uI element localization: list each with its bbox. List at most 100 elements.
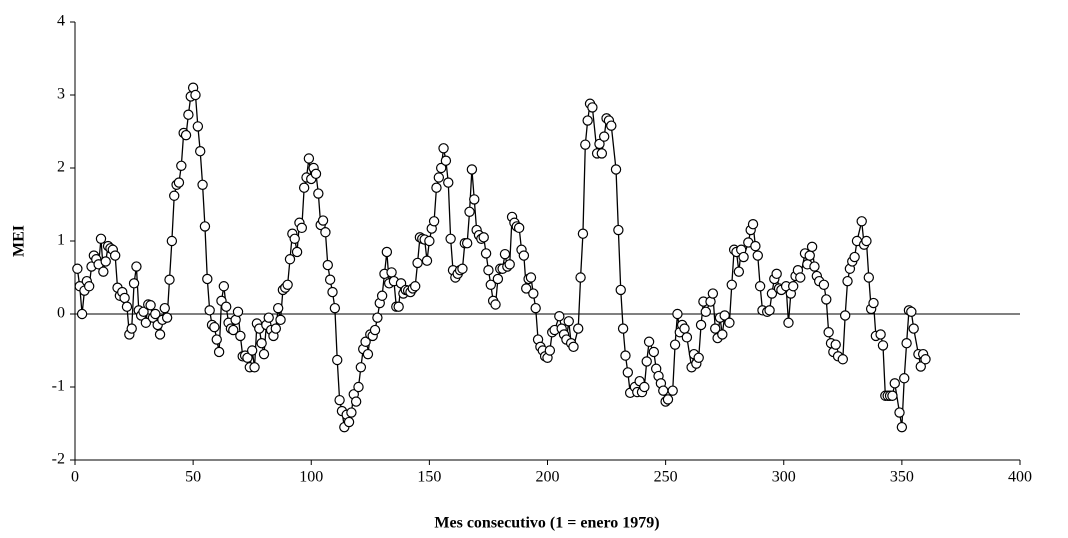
data-point	[842, 275, 853, 287]
data-point	[658, 385, 669, 396]
data-point	[615, 284, 626, 296]
data-point	[528, 288, 539, 299]
data-point	[525, 272, 537, 283]
data-point	[837, 354, 849, 365]
data-point	[83, 281, 95, 292]
data-point	[350, 396, 362, 407]
data-point	[679, 323, 690, 334]
data-point	[461, 237, 473, 249]
data-point	[213, 346, 225, 358]
data-point	[466, 164, 478, 175]
data-point	[518, 250, 530, 261]
data-point	[818, 279, 830, 290]
data-point	[284, 254, 296, 265]
data-point	[695, 319, 707, 331]
data-point	[839, 310, 851, 321]
data-point	[126, 323, 137, 334]
data-point	[313, 188, 324, 199]
x-tick-label: 200	[536, 469, 560, 486]
data-point	[183, 109, 194, 120]
data-point	[920, 354, 931, 365]
data-point	[490, 299, 501, 310]
y-tick-label: 4	[57, 13, 65, 30]
data-point	[887, 390, 898, 401]
data-point	[478, 232, 489, 243]
data-point	[317, 215, 329, 226]
data-point	[431, 182, 442, 193]
data-point	[667, 385, 678, 396]
data-point	[161, 312, 173, 323]
data-point	[672, 308, 683, 320]
data-point	[445, 233, 456, 245]
data-point	[587, 102, 598, 113]
data-point	[209, 321, 220, 333]
x-tick-label: 50	[185, 469, 201, 486]
data-point	[320, 227, 331, 238]
y-tick-label: 0	[57, 305, 65, 322]
data-point	[195, 146, 206, 157]
data-point	[263, 312, 274, 323]
data-point	[329, 302, 341, 314]
data-point	[372, 312, 383, 323]
data-point	[724, 317, 735, 328]
data-point	[138, 306, 149, 318]
data-point	[176, 160, 187, 172]
data-point	[296, 222, 307, 234]
data-point	[861, 235, 872, 247]
data-point	[554, 310, 565, 322]
data-point	[150, 308, 161, 320]
data-point	[438, 143, 449, 154]
data-point	[788, 281, 799, 292]
x-axis-label: Mes consecutivo (1 = enero 1979)	[434, 515, 659, 532]
data-point	[192, 121, 204, 132]
data-point	[310, 168, 322, 180]
x-tick-label: 150	[417, 469, 441, 486]
data-point	[443, 177, 454, 188]
data-point	[469, 194, 480, 205]
data-point	[610, 164, 622, 175]
data-point	[235, 330, 246, 342]
data-point	[620, 350, 631, 361]
data-point	[440, 155, 452, 166]
data-point	[346, 407, 357, 418]
x-tick-label: 350	[890, 469, 914, 486]
data-point	[166, 235, 178, 247]
data-point	[750, 240, 761, 252]
data-point	[218, 281, 230, 292]
data-point	[353, 381, 364, 393]
data-point	[613, 224, 624, 236]
data-point	[868, 297, 879, 309]
data-point	[289, 233, 300, 245]
data-point	[899, 373, 910, 384]
data-point	[809, 261, 820, 272]
data-point	[544, 345, 556, 356]
data-point	[806, 241, 818, 253]
data-point	[700, 306, 711, 318]
data-point	[754, 281, 766, 292]
data-point	[513, 222, 525, 234]
data-point	[795, 272, 806, 283]
data-point	[622, 367, 634, 378]
data-point	[464, 206, 475, 217]
data-point	[499, 248, 511, 260]
y-axis-label: MEI	[11, 225, 28, 257]
y-tick-label: 3	[57, 86, 65, 103]
data-point	[202, 273, 213, 285]
data-point	[291, 246, 303, 258]
y-tick-label: 2	[57, 159, 65, 176]
data-point	[228, 324, 239, 336]
x-tick-label: 400	[1008, 469, 1032, 486]
data-point	[480, 248, 492, 259]
data-point	[173, 177, 185, 188]
x-tick-label: 250	[654, 469, 678, 486]
y-tick-label: -2	[52, 451, 65, 468]
data-point	[504, 259, 515, 270]
y-tick-label: 1	[57, 232, 65, 249]
data-point	[863, 272, 875, 283]
x-tick-label: 300	[772, 469, 796, 486]
data-point	[159, 302, 170, 314]
data-point	[140, 317, 152, 328]
data-point	[131, 261, 142, 272]
data-point	[220, 301, 232, 312]
